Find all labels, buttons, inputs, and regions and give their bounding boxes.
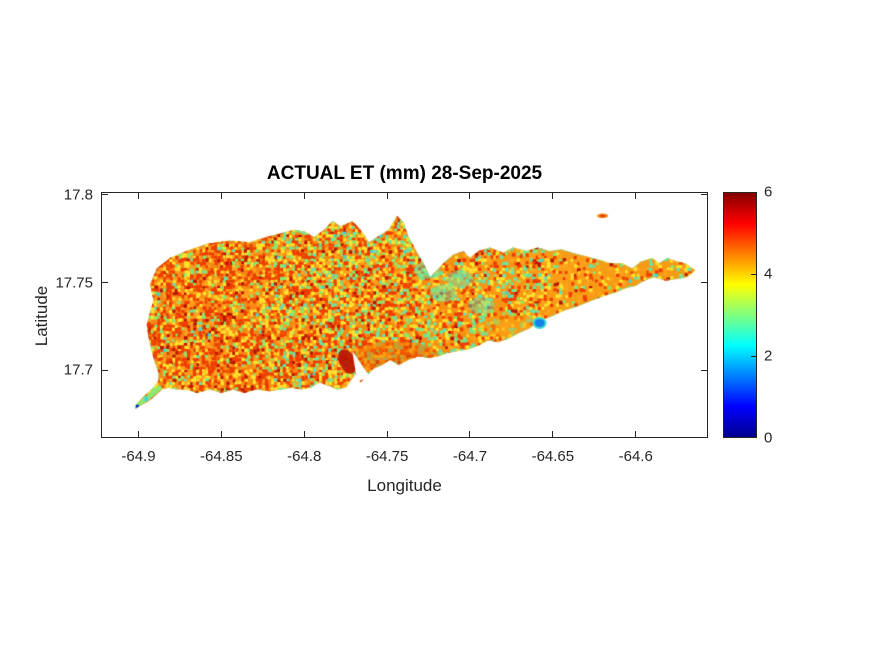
y-axis-tick: [102, 194, 108, 196]
x-axis-label: Longitude: [367, 476, 442, 495]
x-axis-tick: [386, 431, 388, 437]
x-tick-label: -64.75: [365, 448, 409, 465]
x-axis-tick: [303, 193, 305, 199]
colorbar-tick: [751, 355, 756, 357]
x-axis-tick: [386, 193, 388, 199]
x-axis-tick: [220, 193, 222, 199]
y-axis-tick: [701, 282, 707, 284]
y-tick-label: 17.8: [63, 186, 93, 204]
x-axis-tick: [303, 431, 305, 437]
x-axis-tick: [137, 431, 139, 437]
colorbar: [723, 192, 757, 438]
plot-title: ACTUAL ET (mm) 28-Sep-2025: [266, 163, 543, 184]
colorbar-tick-label: 0: [764, 429, 773, 447]
colorbar-tick: [751, 274, 756, 276]
x-tick-label: -64.65: [531, 448, 575, 465]
y-tick-label: 17.7: [63, 361, 93, 379]
y-tick-label: 17.75: [55, 274, 93, 292]
x-tick-label: -64.9: [121, 448, 156, 465]
colorbar-tick-label: 2: [764, 347, 773, 365]
x-axis-tick: [469, 431, 471, 437]
x-axis-tick: [635, 193, 637, 199]
island-et-map: [102, 193, 707, 437]
plot-area: [101, 192, 708, 438]
colorbar-tick-label: 6: [764, 183, 773, 201]
x-axis-tick: [137, 193, 139, 199]
y-axis-tick: [701, 194, 707, 196]
x-tick-label: -64.8: [287, 448, 322, 465]
x-tick-label: -64.85: [200, 448, 243, 465]
y-axis-tick: [102, 282, 108, 284]
x-axis-tick: [469, 193, 471, 199]
x-tick-label: -64.6: [618, 448, 653, 465]
x-axis-tick: [220, 431, 222, 437]
x-axis-tick: [552, 193, 554, 199]
y-axis-tick: [701, 369, 707, 371]
x-axis-tick: [635, 431, 637, 437]
y-axis-tick: [102, 369, 108, 371]
colorbar-tick-label: 4: [764, 265, 773, 283]
x-tick-label: -64.7: [452, 448, 488, 465]
x-axis-tick: [552, 431, 554, 437]
y-axis-label: Latitude: [32, 285, 51, 347]
